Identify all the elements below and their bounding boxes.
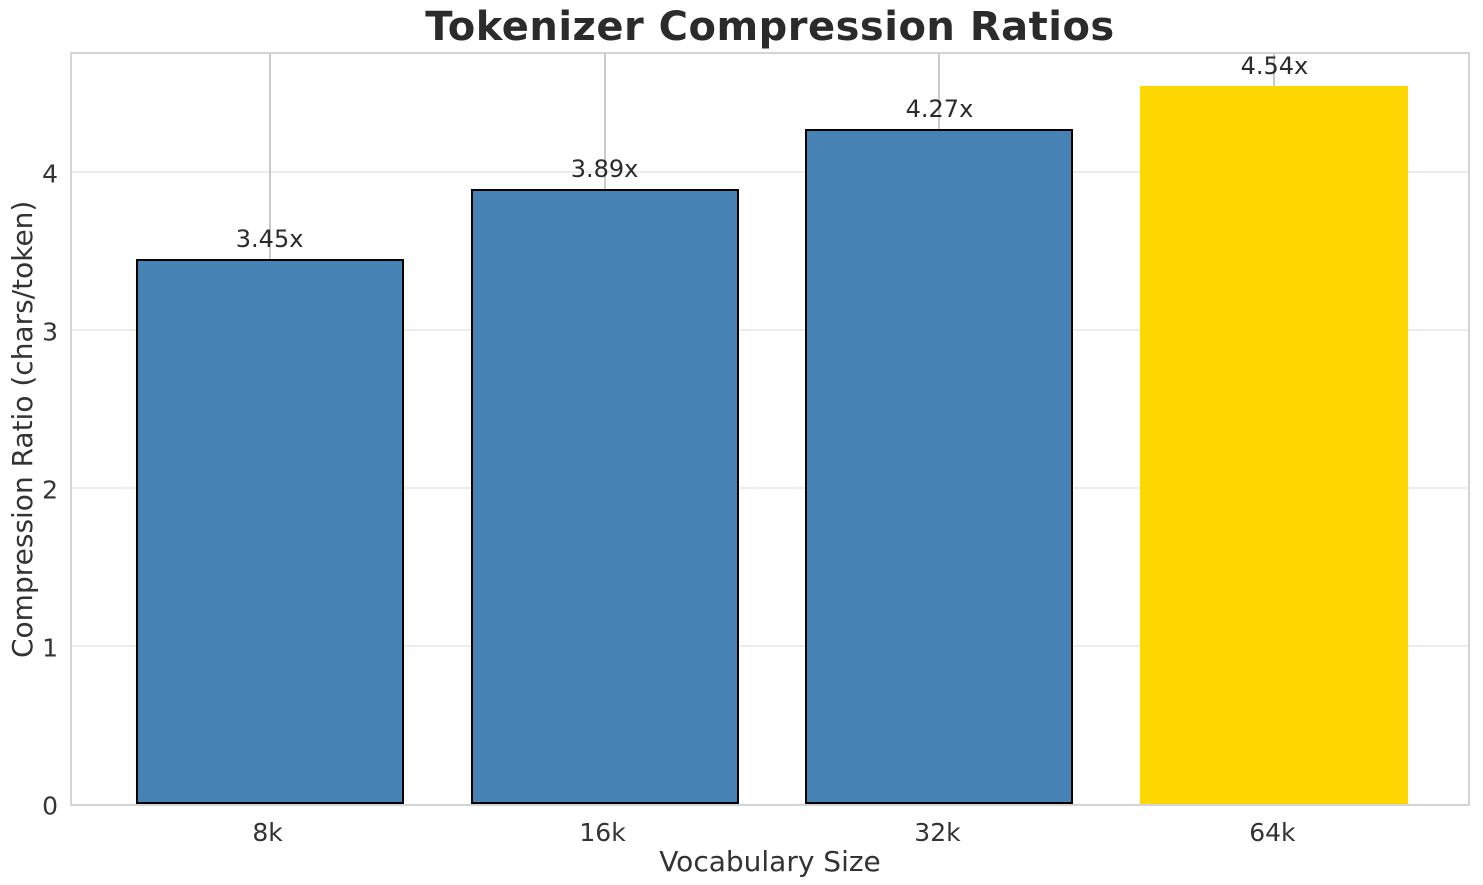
bar: [1140, 86, 1409, 804]
y-tick-label: 0: [42, 791, 58, 821]
y-tick-label: 1: [42, 633, 58, 663]
bar-value-label: 3.45x: [235, 224, 304, 253]
gridline-h: [72, 486, 1468, 489]
gridline-h: [72, 170, 1468, 173]
x-tick-label: 8k: [252, 818, 283, 847]
bar: [470, 189, 739, 804]
x-tick-label: 16k: [579, 818, 626, 847]
gridline-h: [72, 328, 1468, 331]
x-axis-label: Vocabulary Size: [659, 845, 881, 878]
x-tick-label: 64k: [1249, 818, 1296, 847]
gridline-h: [72, 644, 1468, 647]
y-tick-label: 3: [42, 317, 58, 347]
bar-value-label: 4.54x: [1240, 52, 1309, 81]
bar: [805, 129, 1074, 804]
plot-area: 3.45x 3.89x 4.27x 4.54x: [70, 52, 1470, 806]
x-tick-label: 32k: [914, 818, 961, 847]
y-tick-label: 4: [42, 159, 58, 189]
bar: [135, 258, 404, 804]
bar-value-label: 3.89x: [570, 155, 639, 184]
y-tick-label: 2: [42, 475, 58, 505]
bar-value-label: 4.27x: [905, 95, 974, 124]
chart-title: Tokenizer Compression Ratios: [425, 4, 1115, 50]
